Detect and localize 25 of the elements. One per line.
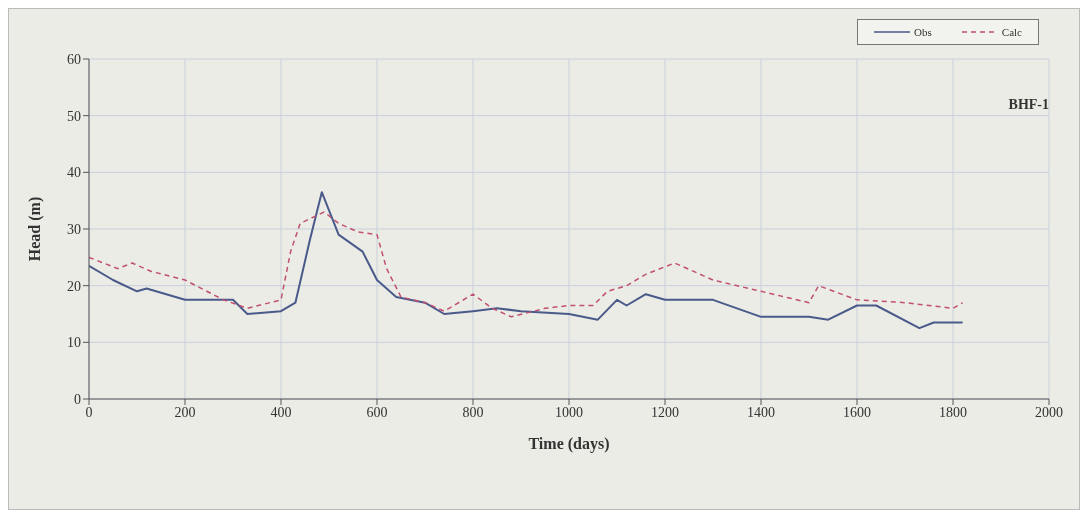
x-axis-title: Time (days) xyxy=(528,435,610,453)
y-tick-label: 0 xyxy=(74,391,81,407)
y-tick-label: 20 xyxy=(67,278,81,294)
line-series xyxy=(89,211,964,318)
legend-label: Obs xyxy=(913,26,932,38)
x-tick-label: 1600 xyxy=(843,404,871,420)
x-tick-label: 200 xyxy=(174,404,196,420)
x-tick-label: 2000 xyxy=(1035,404,1063,420)
y-tick-label: 30 xyxy=(67,221,81,237)
x-tick-label: 1200 xyxy=(651,404,679,420)
legend-label: Calc xyxy=(1000,26,1022,38)
x-tick-label: 1400 xyxy=(747,404,775,420)
x-tick-label: 400 xyxy=(270,404,292,420)
x-tick-label: 800 xyxy=(462,404,484,420)
y-axis-title: Head (m) xyxy=(25,196,44,262)
y-tick-label: 60 xyxy=(67,51,81,67)
line-series xyxy=(89,191,964,330)
x-tick-label: 600 xyxy=(366,404,388,420)
annotation: BHF-1 xyxy=(1008,97,1049,113)
y-tick-label: 10 xyxy=(67,335,81,351)
y-tick-label: 40 xyxy=(67,165,81,181)
x-tick-label: 1000 xyxy=(555,404,583,420)
x-tick-label: 0 xyxy=(85,404,93,420)
x-tick-label: 1800 xyxy=(939,404,967,420)
y-tick-label: 50 xyxy=(67,108,81,124)
